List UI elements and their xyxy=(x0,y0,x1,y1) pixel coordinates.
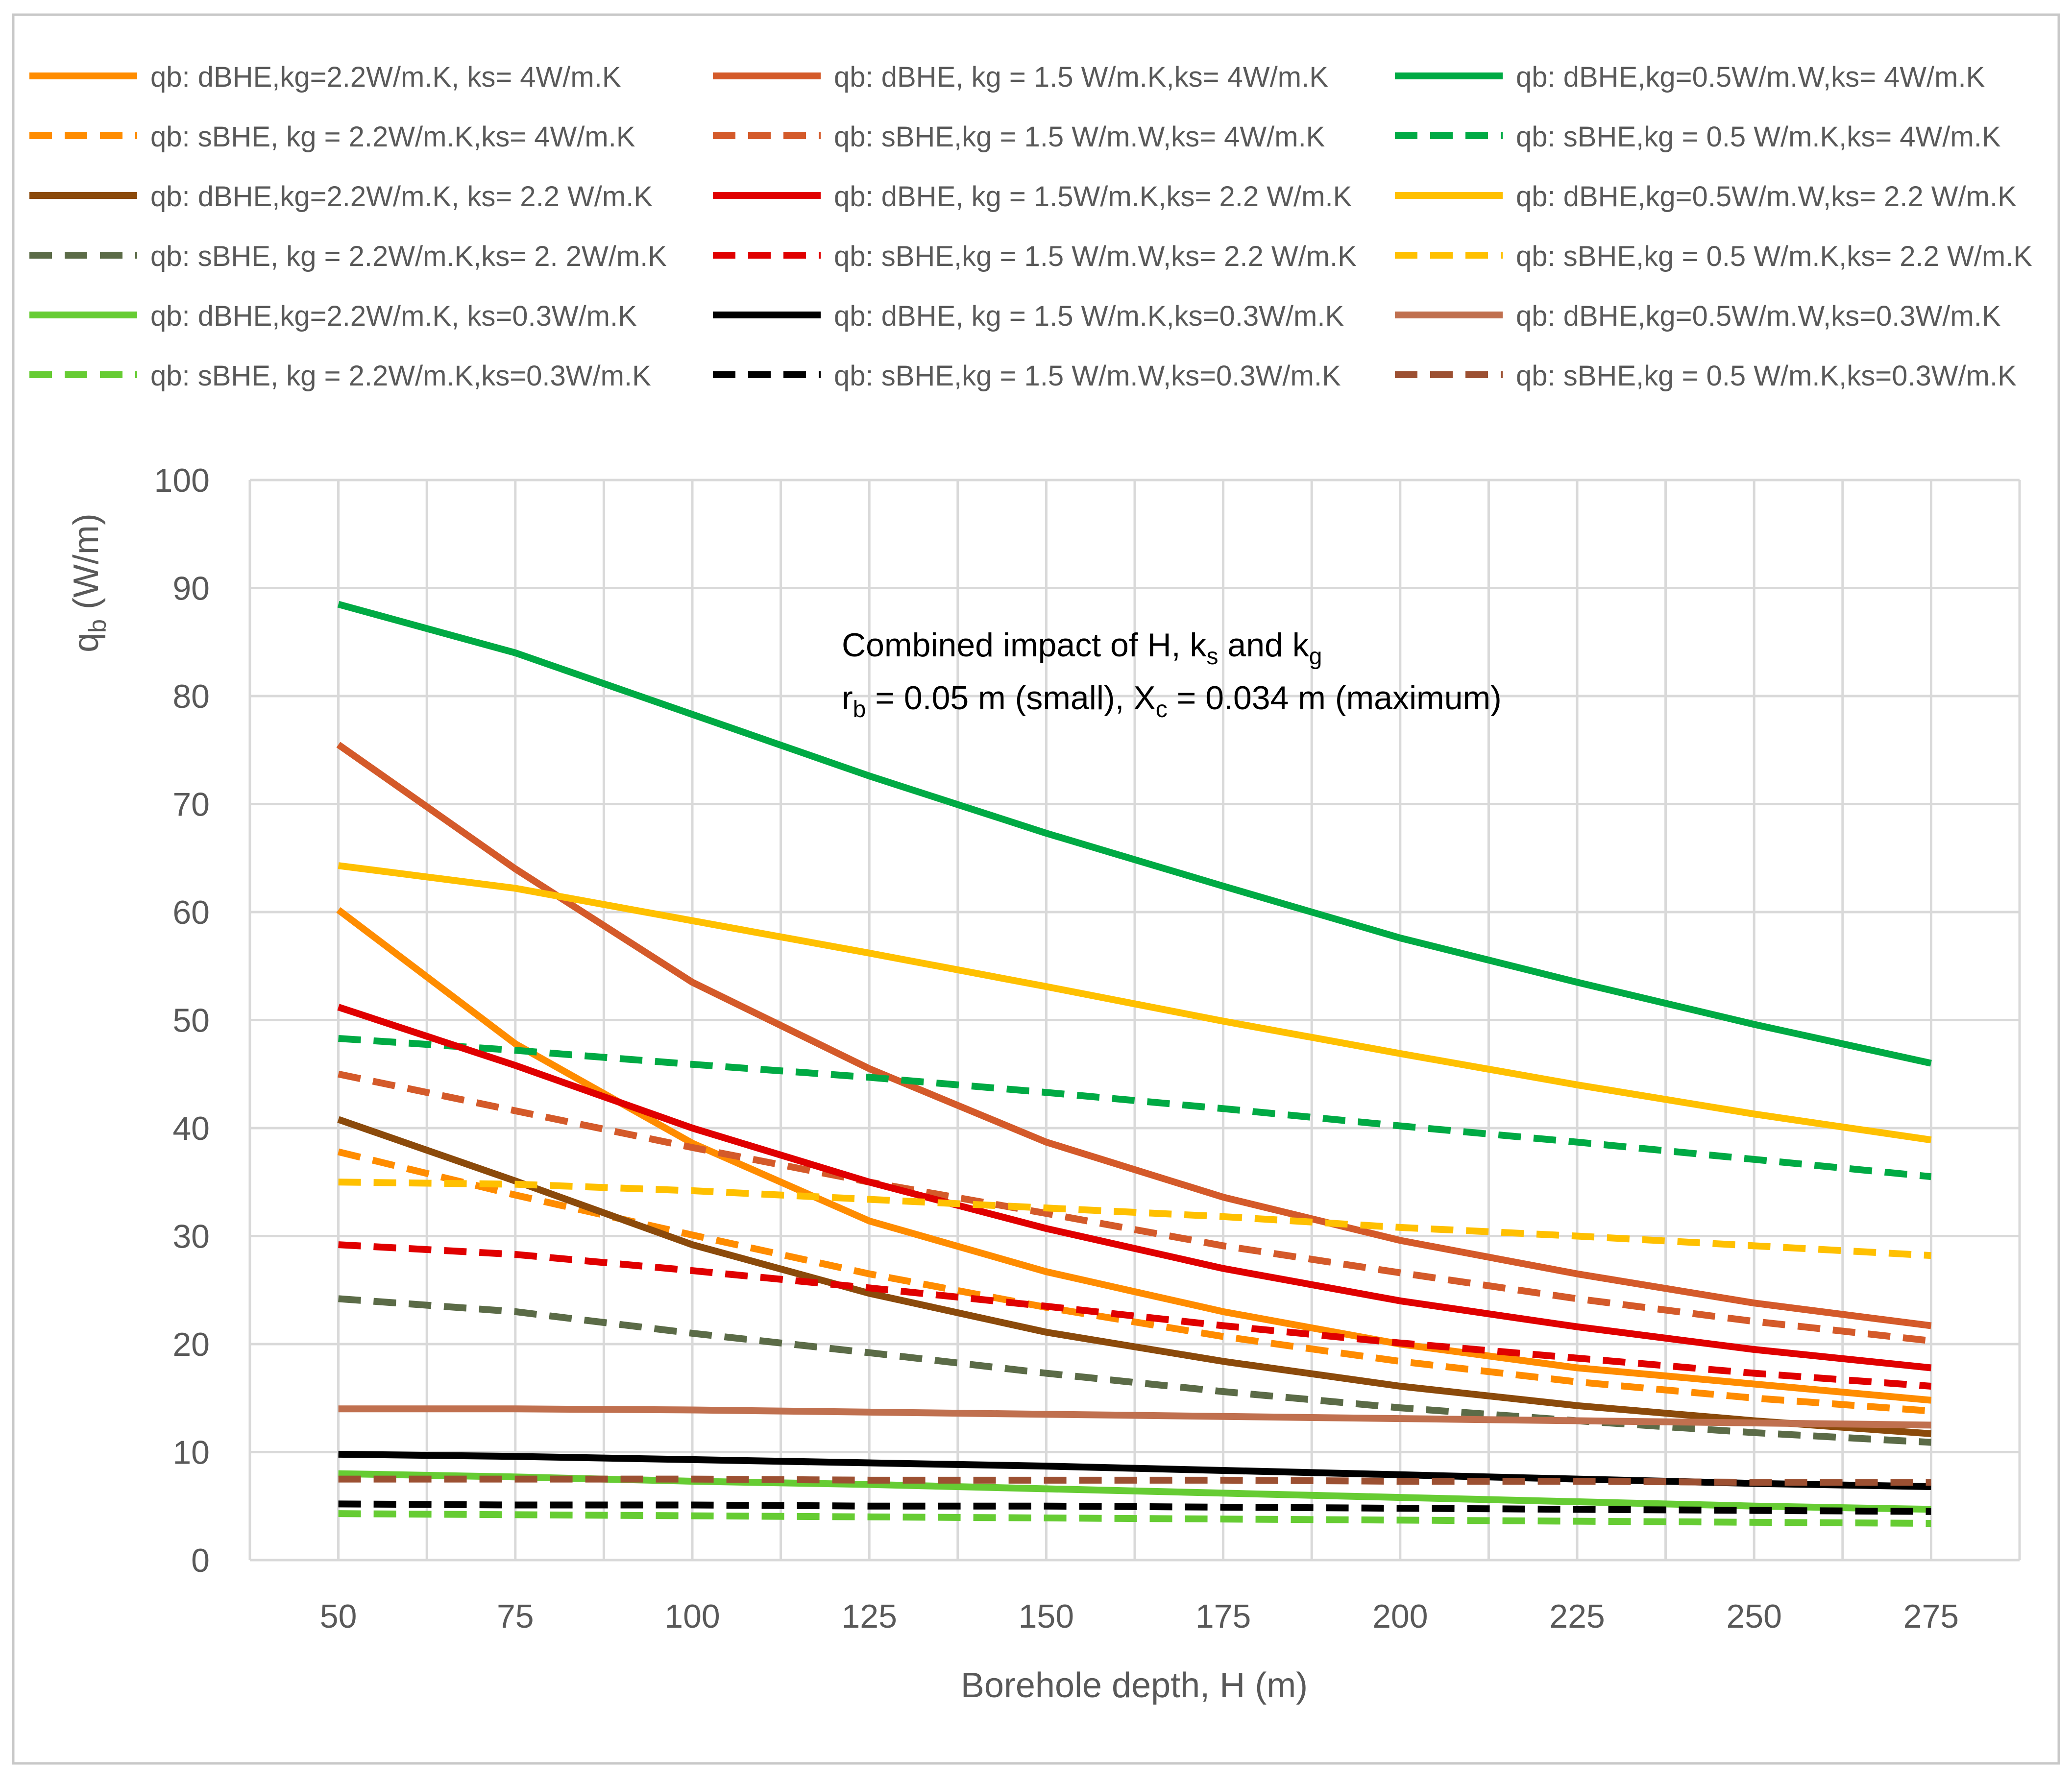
x-tick-label: 200 xyxy=(1372,1598,1428,1635)
legend-item: qb: sBHE, kg = 2.2W/m.K,ks= 2. 2W/m.K xyxy=(29,241,667,272)
series-line-17 xyxy=(338,1500,1931,1515)
legend-label: qb: sBHE,kg = 0.5 W/m.K,ks= 2.2 W/m.K xyxy=(1516,241,2032,272)
series-line-16 xyxy=(338,1510,1931,1527)
y-axis-label: qb (W/m) xyxy=(67,513,111,652)
annotation-line-2: rb = 0.05 m (small), Xc = 0.034 m (maxim… xyxy=(842,679,1502,722)
y-tick-label: 10 xyxy=(172,1434,210,1471)
legend-label: qb: sBHE, kg = 2.2W/m.K,ks= 2. 2W/m.K xyxy=(150,241,667,272)
x-tick-label: 175 xyxy=(1195,1598,1251,1635)
legend-label: qb: sBHE,kg = 1.5 W/m.W,ks= 4W/m.K xyxy=(834,121,1325,153)
legend-label: qb: sBHE, kg = 2.2W/m.K,ks=0.3W/m.K xyxy=(150,360,651,392)
series-line-11 xyxy=(338,1241,1931,1390)
y-tick-label: 60 xyxy=(172,894,210,931)
x-axis-ticks: 50 75 100 125 150 175 200 225 250 275 xyxy=(320,1598,1959,1635)
series-line-12 xyxy=(338,1179,1931,1259)
series-line-6 xyxy=(338,1035,1932,1180)
legend: qb: dBHE,kg=2.2W/m.K, ks= 4W/m.K qb: dBHE… xyxy=(29,61,2032,392)
x-tick-label: 225 xyxy=(1549,1598,1605,1635)
legend-item: qb: sBHE, kg = 2.2W/m.K,ks=0.3W/m.K xyxy=(29,360,651,392)
x-tick-label: 150 xyxy=(1019,1598,1074,1635)
legend-item: qb: dBHE,kg=2.2W/m.K, ks=0.3W/m.K xyxy=(29,300,637,332)
y-tick-label: 50 xyxy=(172,1002,210,1039)
x-axis-label: Borehole depth, H (m) xyxy=(961,1666,1308,1705)
legend-item: qb: sBHE,kg = 0.5 W/m.K,ks= 2.2 W/m.K xyxy=(1395,241,2032,272)
legend-label: qb: dBHE,kg=0.5W/m.W,ks= 2.2 W/m.K xyxy=(1516,181,2017,213)
y-tick-label: 90 xyxy=(172,570,210,607)
legend-item: qb: sBHE,kg = 1.5 W/m.W,ks= 2.2 W/m.K xyxy=(713,241,1357,272)
y-tick-label: 80 xyxy=(172,678,210,715)
x-tick-label: 100 xyxy=(664,1598,720,1635)
x-tick-label: 250 xyxy=(1726,1598,1781,1635)
legend-label: qb: dBHE, kg = 1.5 W/m.K,ks=0.3W/m.K xyxy=(834,300,1344,332)
series-line-10 xyxy=(338,1295,1931,1446)
legend-item: qb: dBHE,kg=0.5W/m.W,ks=0.3W/m.K xyxy=(1395,300,2001,332)
x-tick-label: 275 xyxy=(1903,1598,1959,1635)
legend-item: qb: dBHE, kg = 1.5 W/m.K,ks= 4W/m.K xyxy=(713,61,1328,93)
legend-label: qb: sBHE,kg = 1.5 W/m.W,ks=0.3W/m.K xyxy=(834,360,1341,392)
series-line-2 xyxy=(336,742,1932,1329)
legend-label: qb: dBHE,kg=2.2W/m.K, ks= 4W/m.K xyxy=(150,61,621,93)
legend-label: qb: sBHE,kg = 1.5 W/m.W,ks= 2.2 W/m.K xyxy=(834,241,1357,272)
legend-item: qb: dBHE,kg=0.5W/m.W,ks= 2.2 W/m.K xyxy=(1395,181,2017,213)
legend-item: qb: sBHE,kg = 1.5 W/m.W,ks=0.3W/m.K xyxy=(713,360,1341,392)
chart-border xyxy=(12,13,2060,1765)
legend-label: qb: dBHE,kg=2.2W/m.K, ks= 2.2 W/m.K xyxy=(150,181,653,213)
legend-item: qb: sBHE,kg = 0.5 W/m.K,ks= 4W/m.K xyxy=(1395,121,2001,153)
legend-item: qb: sBHE,kg = 0.5 W/m.K,ks=0.3W/m.K xyxy=(1395,360,2017,392)
series-line-8 xyxy=(337,1004,1932,1372)
series-line-5 xyxy=(338,1070,1932,1345)
series-line-18 xyxy=(338,1475,1931,1486)
y-tick-label: 100 xyxy=(154,462,210,499)
y-tick-label: 70 xyxy=(172,786,210,823)
legend-label: qb: sBHE,kg = 0.5 W/m.K,ks=0.3W/m.K xyxy=(1516,360,2017,392)
series-lines xyxy=(336,601,1932,1527)
legend-label: qb: dBHE, kg = 1.5W/m.K,ks= 2.2 W/m.K xyxy=(834,181,1352,213)
legend-label: qb: dBHE,kg=2.2W/m.K, ks=0.3W/m.K xyxy=(150,300,637,332)
x-tick-label: 125 xyxy=(841,1598,897,1635)
legend-label: qb: dBHE, kg = 1.5 W/m.K,ks= 4W/m.K xyxy=(834,61,1328,93)
legend-item: qb: dBHE,kg=2.2W/m.K, ks= 4W/m.K xyxy=(29,61,621,93)
y-tick-label: 30 xyxy=(172,1218,210,1255)
legend-item: qb: sBHE, kg = 2.2W/m.K,ks= 4W/m.K xyxy=(29,121,635,153)
legend-label: qb: sBHE,kg = 0.5 W/m.K,ks= 4W/m.K xyxy=(1516,121,2001,153)
legend-item: qb: dBHE, kg = 1.5W/m.K,ks= 2.2 W/m.K xyxy=(713,181,1352,213)
series-line-3 xyxy=(337,601,1932,1067)
series-line-9 xyxy=(338,862,1932,1144)
legend-label: qb: dBHE,kg=0.5W/m.W,ks=0.3W/m.K xyxy=(1516,300,2001,332)
series-line-15 xyxy=(338,1405,1931,1429)
legend-label: qb: sBHE, kg = 2.2W/m.K,ks= 4W/m.K xyxy=(150,121,635,153)
series-line-7 xyxy=(337,1116,1931,1437)
legend-item: qb: dBHE, kg = 1.5 W/m.K,ks=0.3W/m.K xyxy=(713,300,1344,332)
annotation-line-1: Combined impact of H, ks and kg xyxy=(842,626,1322,670)
legend-item: qb: dBHE,kg=2.2W/m.K, ks= 2.2 W/m.K xyxy=(29,181,653,213)
legend-label: qb: dBHE,kg=0.5W/m.W,ks= 4W/m.K xyxy=(1516,61,1985,93)
series-line-4 xyxy=(337,1148,1931,1415)
y-tick-label: 20 xyxy=(172,1326,210,1363)
legend-item: qb: sBHE,kg = 1.5 W/m.W,ks= 4W/m.K xyxy=(713,121,1325,153)
y-tick-label: 40 xyxy=(172,1110,210,1147)
x-tick-label: 75 xyxy=(497,1598,534,1635)
legend-item: qb: dBHE,kg=0.5W/m.W,ks= 4W/m.K xyxy=(1395,61,1985,93)
y-axis-ticks: 0 10 20 30 40 50 60 70 80 90 100 xyxy=(154,462,210,1579)
x-tick-label: 50 xyxy=(320,1598,357,1635)
y-tick-label: 0 xyxy=(191,1542,210,1579)
